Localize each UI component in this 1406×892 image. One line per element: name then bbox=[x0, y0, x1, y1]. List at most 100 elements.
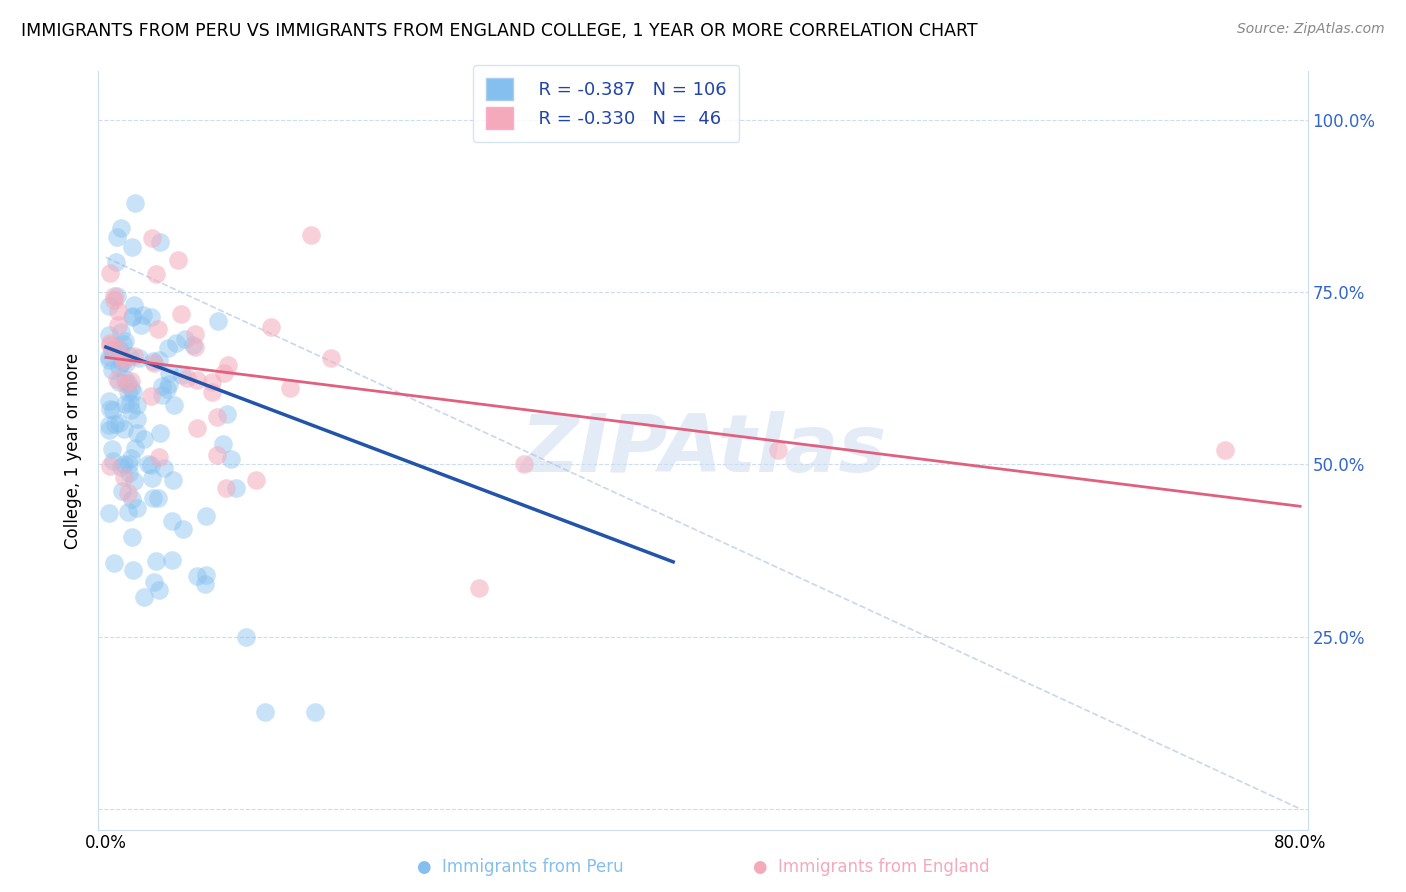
Point bbox=[153, 461, 176, 475]
Point bbox=[118, 395, 141, 409]
Point bbox=[120, 374, 142, 388]
Point bbox=[121, 310, 143, 324]
Point bbox=[145, 553, 167, 567]
Point bbox=[146, 491, 169, 506]
Point bbox=[150, 388, 173, 402]
Point bbox=[163, 398, 186, 412]
Point bbox=[118, 458, 141, 472]
Point bbox=[108, 360, 131, 375]
Point bbox=[117, 505, 139, 519]
Point bbox=[101, 403, 124, 417]
Point bbox=[225, 481, 247, 495]
Point bbox=[186, 569, 208, 583]
Point bbox=[149, 425, 172, 440]
Text: ●  Immigrants from England: ● Immigrants from England bbox=[754, 858, 990, 876]
Point bbox=[176, 371, 198, 385]
Point bbox=[184, 340, 207, 354]
Point bbox=[100, 343, 122, 357]
Point bbox=[139, 310, 162, 324]
Point bbox=[105, 289, 128, 303]
Point bbox=[195, 509, 218, 524]
Point bbox=[108, 416, 131, 430]
Point bbox=[122, 298, 145, 312]
Point bbox=[104, 417, 127, 432]
Point bbox=[101, 363, 124, 377]
Point bbox=[103, 557, 125, 571]
Point bbox=[181, 337, 204, 351]
Point bbox=[110, 325, 132, 339]
Y-axis label: College, 1 year or more: College, 1 year or more bbox=[65, 352, 83, 549]
Point bbox=[121, 240, 143, 254]
Point bbox=[184, 327, 207, 342]
Point bbox=[118, 350, 141, 364]
Point bbox=[134, 432, 156, 446]
Point bbox=[170, 368, 193, 382]
Point bbox=[97, 418, 120, 433]
Point bbox=[97, 506, 120, 520]
Point bbox=[212, 366, 235, 380]
Point bbox=[125, 398, 148, 412]
Point bbox=[139, 389, 162, 403]
Point bbox=[114, 372, 136, 386]
Point bbox=[120, 381, 142, 395]
Point bbox=[157, 367, 180, 381]
Point bbox=[205, 448, 228, 462]
Point bbox=[103, 289, 125, 303]
Point bbox=[162, 552, 184, 566]
Point bbox=[141, 471, 163, 485]
Point bbox=[98, 266, 121, 280]
Point bbox=[112, 457, 135, 471]
Point bbox=[97, 352, 120, 367]
Point bbox=[117, 385, 139, 400]
Point bbox=[146, 322, 169, 336]
Point bbox=[319, 351, 342, 366]
Point bbox=[170, 307, 193, 321]
Point bbox=[245, 473, 267, 487]
Point bbox=[136, 457, 159, 471]
Point bbox=[172, 522, 194, 536]
Point bbox=[173, 332, 195, 346]
Point bbox=[766, 443, 789, 458]
Point bbox=[162, 474, 184, 488]
Text: ZIPAtlas: ZIPAtlas bbox=[520, 411, 886, 490]
Point bbox=[148, 352, 170, 367]
Point bbox=[201, 376, 224, 390]
Point bbox=[205, 410, 228, 425]
Point bbox=[142, 575, 165, 590]
Point bbox=[120, 450, 142, 465]
Point bbox=[103, 454, 125, 468]
Point bbox=[112, 337, 135, 351]
Point bbox=[122, 350, 145, 364]
Point bbox=[235, 631, 257, 645]
Point bbox=[165, 335, 187, 350]
Point bbox=[105, 341, 128, 355]
Point bbox=[142, 491, 165, 506]
Point bbox=[108, 376, 131, 390]
Point bbox=[215, 481, 238, 495]
Point bbox=[157, 341, 180, 355]
Point bbox=[152, 379, 174, 393]
Point bbox=[304, 706, 326, 720]
Point bbox=[103, 293, 125, 308]
Point bbox=[299, 227, 322, 242]
Point bbox=[121, 309, 143, 323]
Point bbox=[108, 343, 131, 357]
Point bbox=[98, 458, 121, 473]
Point bbox=[143, 356, 166, 370]
Point bbox=[149, 235, 172, 249]
Point bbox=[117, 376, 139, 390]
Legend:   R = -0.387   N = 106,   R = -0.330   N =  46: R = -0.387 N = 106, R = -0.330 N = 46 bbox=[472, 65, 740, 142]
Point bbox=[194, 576, 217, 591]
Point bbox=[145, 267, 167, 281]
Point bbox=[125, 425, 148, 440]
Point bbox=[125, 412, 148, 426]
Point bbox=[114, 334, 136, 348]
Point bbox=[112, 470, 135, 484]
Point bbox=[114, 377, 136, 392]
Point bbox=[139, 458, 162, 473]
Point bbox=[112, 422, 135, 436]
Point bbox=[110, 220, 132, 235]
Point bbox=[104, 255, 127, 269]
Point bbox=[98, 338, 121, 352]
Point bbox=[201, 384, 224, 399]
